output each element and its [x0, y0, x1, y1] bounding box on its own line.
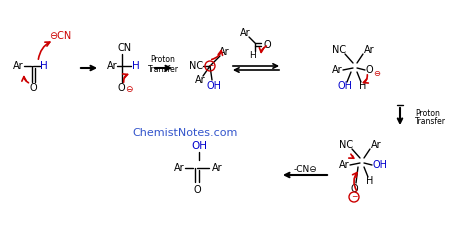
Text: OH: OH	[337, 81, 353, 91]
Text: Ar: Ar	[219, 47, 229, 57]
Text: Ar: Ar	[332, 65, 342, 75]
Text: O: O	[350, 184, 358, 194]
Text: Ar: Ar	[364, 45, 374, 55]
Text: O: O	[117, 83, 125, 93]
Text: CN: CN	[118, 43, 132, 53]
Text: OH: OH	[373, 160, 388, 170]
Text: ChemistNotes.com: ChemistNotes.com	[132, 128, 237, 138]
Text: ⊖CN: ⊖CN	[49, 31, 71, 41]
Text: NC: NC	[189, 61, 203, 71]
Text: O: O	[365, 65, 373, 75]
Text: Transfer: Transfer	[415, 117, 446, 126]
Text: Proton: Proton	[151, 56, 175, 65]
Text: O: O	[193, 185, 201, 195]
Text: ⊖: ⊖	[374, 68, 381, 77]
Text: H: H	[132, 61, 140, 71]
Text: O: O	[29, 83, 37, 93]
Text: −: −	[207, 61, 213, 70]
Text: NC: NC	[339, 140, 353, 150]
Text: H: H	[359, 81, 367, 91]
Text: Ar: Ar	[173, 163, 184, 173]
Text: H: H	[250, 50, 256, 59]
Text: −: −	[351, 193, 357, 202]
Text: Proton: Proton	[415, 108, 440, 117]
Text: H: H	[40, 61, 48, 71]
Text: O: O	[263, 40, 271, 50]
Text: NC: NC	[332, 45, 346, 55]
Text: Ar: Ar	[212, 163, 222, 173]
Text: Ar: Ar	[195, 75, 205, 85]
Text: Transfer: Transfer	[147, 65, 179, 74]
Text: Ar: Ar	[107, 61, 117, 71]
Text: OH: OH	[191, 141, 207, 151]
Text: -CN⊖: -CN⊖	[293, 164, 317, 173]
Text: OH: OH	[207, 81, 221, 91]
Text: Ar: Ar	[240, 28, 250, 38]
Text: Ar: Ar	[371, 140, 381, 150]
Text: Ar: Ar	[339, 160, 349, 170]
Text: ⊖: ⊖	[125, 86, 133, 94]
Text: H: H	[366, 176, 374, 186]
Text: Ar: Ar	[13, 61, 23, 71]
